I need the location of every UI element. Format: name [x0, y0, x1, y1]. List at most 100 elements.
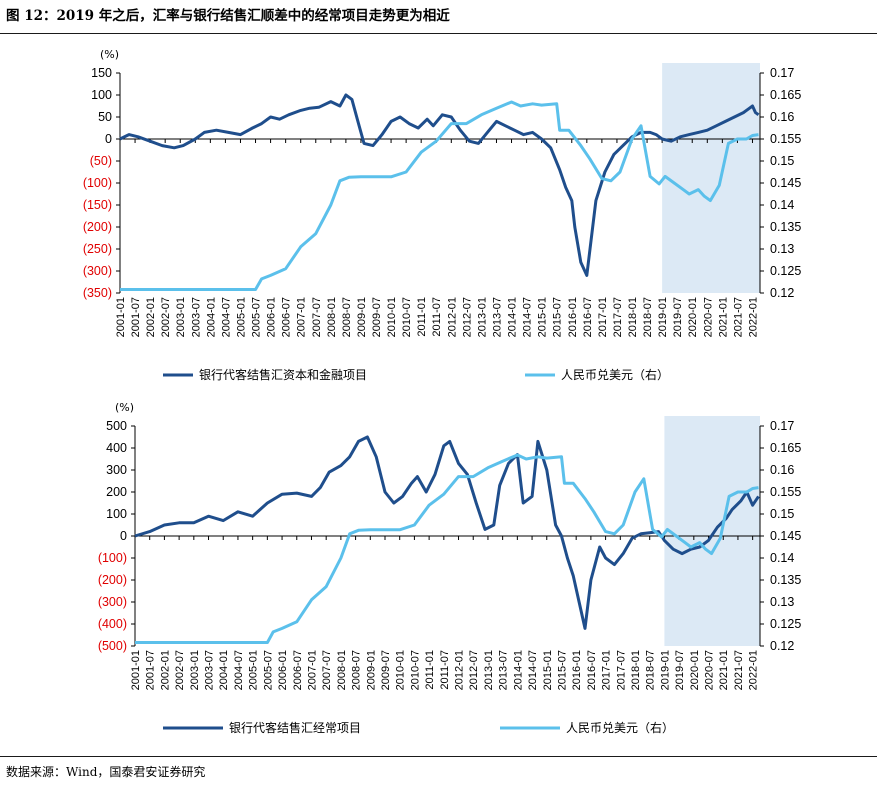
right-tick-label: 0.135: [770, 573, 801, 587]
x-tick-label: 2011-01: [416, 297, 428, 337]
x-tick-label: 2008-01: [336, 650, 348, 690]
x-tick-label: 2018-07: [645, 650, 657, 690]
left-axis-unit: (%): [100, 48, 119, 61]
left-tick-label: 400: [106, 441, 127, 455]
x-tick-label: 2021-01: [718, 650, 730, 690]
x-tick-label: 2009-01: [365, 650, 377, 690]
x-tick-label: 2018-01: [630, 650, 642, 690]
x-tick-label: 2012-01: [446, 297, 458, 337]
left-tick-label: 150: [91, 66, 112, 80]
series-line-flows: [119, 93, 760, 277]
left-tick-label: (250): [83, 242, 112, 256]
x-tick-label: 2022-01: [748, 650, 760, 690]
right-tick-label: 0.12: [770, 286, 794, 300]
left-tick-label: (100): [98, 551, 127, 565]
x-tick-label: 2012-07: [461, 297, 473, 337]
right-tick-label: 0.15: [770, 507, 794, 521]
x-tick-label: 2004-07: [233, 650, 245, 690]
x-tick-label: 2001-07: [130, 297, 142, 337]
chart-current-account: (%) 500 400 300 200 100 0 (100) (200) (300) (400) (…: [98, 401, 802, 735]
x-tick-label: 2011-01: [424, 650, 436, 690]
x-tick-label: 2007-07: [321, 650, 333, 690]
x-tick-label: 2014-01: [512, 650, 524, 690]
right-tick-label: 0.135: [770, 220, 801, 234]
x-tick-label: 2020-01: [687, 297, 699, 337]
right-tick-label: 0.13: [770, 242, 794, 256]
x-tick-label: 2017-07: [612, 297, 624, 337]
x-tick-label: 2006-07: [281, 297, 293, 337]
x-tick-label: 2008-07: [341, 297, 353, 337]
x-tick-label: 2005-01: [248, 650, 260, 690]
x-tick-label: 2005-01: [235, 297, 247, 337]
right-tick-label: 0.17: [770, 419, 794, 433]
left-tick-label: (200): [83, 220, 112, 234]
left-tick-label: (50): [90, 154, 112, 168]
source-divider: [0, 756, 877, 757]
x-tick-label: 2010-07: [409, 650, 421, 690]
highlight-band: [662, 63, 760, 293]
x-tick-label: 2021-01: [717, 297, 729, 337]
x-tick-label: 2013-01: [483, 650, 495, 690]
right-tick-label: 0.16: [770, 463, 794, 477]
x-tick-label: 2009-07: [380, 650, 392, 690]
x-tick-label: 2007-01: [296, 297, 308, 337]
x-tick-label: 2014-07: [522, 297, 534, 337]
x-tick-label: 2004-01: [205, 297, 217, 337]
legend-label-fx-rate: 人民币兑美元（右）: [566, 720, 674, 735]
series-line-fx-rate: [135, 453, 759, 644]
right-tick-label: 0.16: [770, 110, 794, 124]
right-tick-label: 0.145: [770, 529, 801, 543]
x-tick-label: 2005-07: [262, 650, 274, 690]
series-line-fx-rate: [120, 100, 759, 291]
x-tick-label: 2016-07: [586, 650, 598, 690]
right-tick-label: 0.145: [770, 176, 801, 190]
right-tick-label: 0.125: [770, 617, 801, 631]
x-tick-label: 2010-01: [395, 650, 407, 690]
x-tick-label: 2003-07: [204, 650, 216, 690]
x-tick-label: 2017-01: [597, 297, 609, 337]
x-tick-label: 2006-07: [292, 650, 304, 690]
left-tick-label: 100: [91, 88, 112, 102]
x-tick-label: 2017-07: [615, 650, 627, 690]
x-tick-label: 2003-07: [190, 297, 202, 337]
legend-label-fx-rate: 人民币兑美元（右）: [561, 367, 669, 382]
x-tick-label: 2013-07: [491, 297, 503, 337]
x-tick-label: 2004-07: [220, 297, 232, 337]
x-tick-label: 2010-07: [401, 297, 413, 337]
right-tick-label: 0.14: [770, 198, 794, 212]
x-tick-label: 2002-07: [160, 297, 172, 337]
x-tick-label: 2006-01: [277, 650, 289, 690]
x-tick-label: 2001-07: [145, 650, 157, 690]
x-tick-label: 2002-07: [174, 650, 186, 690]
left-tick-label: 500: [106, 419, 127, 433]
left-tick-label: (150): [83, 198, 112, 212]
left-tick-label: 50: [98, 110, 112, 124]
left-tick-label: (500): [98, 639, 127, 653]
x-tick-label: 2009-01: [356, 297, 368, 337]
chart-capital-financial: (%) 150 100 50 0 (50) (100) (150) (200) (250) (300…: [83, 48, 802, 382]
legend-label-flows: 银行代客结售汇经常项目: [229, 720, 361, 735]
series-line-flows: [134, 435, 760, 630]
x-tick-label: 2009-07: [371, 297, 383, 337]
right-tick-label: 0.155: [770, 485, 801, 499]
left-tick-label: 200: [106, 485, 127, 499]
x-tick-label: 2013-01: [476, 297, 488, 337]
right-tick-label: 0.165: [770, 441, 801, 455]
left-tick-label: (100): [83, 176, 112, 190]
x-tick-label: 2003-01: [175, 297, 187, 337]
right-tick-label: 0.12: [770, 639, 794, 653]
x-tick-label: 2002-01: [145, 297, 157, 337]
right-tick-label: 0.155: [770, 132, 801, 146]
x-tick-label: 2007-01: [306, 650, 318, 690]
x-tick-label: 2005-07: [251, 297, 263, 337]
right-tick-label: 0.13: [770, 595, 794, 609]
source-note: 数据来源：Wind，国泰君安证券研究: [6, 765, 206, 779]
x-tick-label: 2019-01: [659, 650, 671, 690]
x-tick-label: 2020-07: [702, 297, 714, 337]
x-tick-label: 2010-01: [386, 297, 398, 337]
x-tick-label: 2019-01: [657, 297, 669, 337]
x-tick-label: 2019-07: [672, 297, 684, 337]
x-tick-label: 2004-01: [218, 650, 230, 690]
x-tick-label: 2016-01: [571, 650, 583, 690]
x-tick-label: 2008-01: [326, 297, 338, 337]
